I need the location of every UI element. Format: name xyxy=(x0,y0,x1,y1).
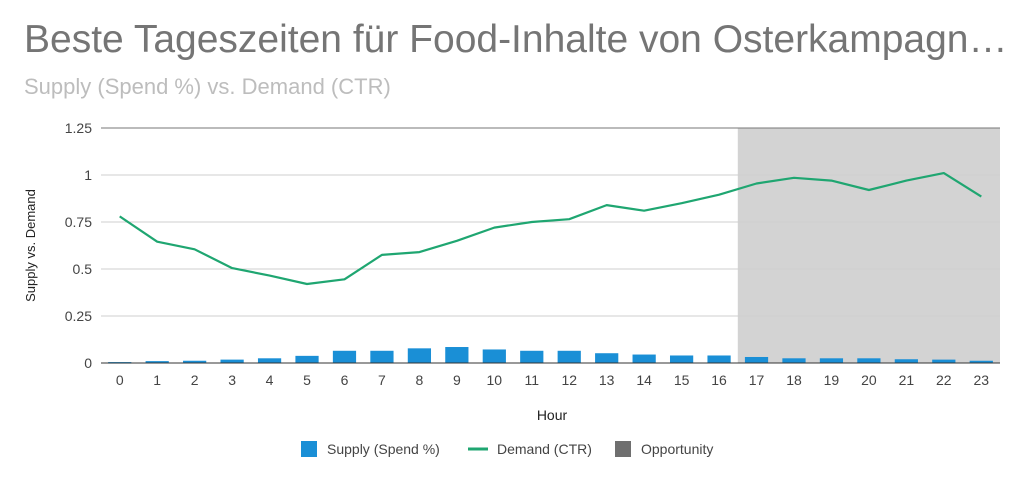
bar-supply xyxy=(220,359,244,363)
x-tick-label: 5 xyxy=(303,372,311,388)
bar-supply xyxy=(744,356,769,363)
y-tick-label: 0.5 xyxy=(73,261,93,277)
bar-supply xyxy=(969,360,993,363)
y-tick-label: 0.75 xyxy=(65,214,92,230)
x-tick-label: 10 xyxy=(487,372,503,388)
x-tick-label: 15 xyxy=(674,372,690,388)
bar-supply xyxy=(857,358,881,363)
y-axis-title: Supply vs. Demand xyxy=(23,189,38,302)
x-tick-label: 9 xyxy=(453,372,461,388)
x-tick-label: 14 xyxy=(636,372,652,388)
x-tick-label: 23 xyxy=(973,372,989,388)
y-tick-label: 1 xyxy=(84,167,92,183)
bar-supply xyxy=(707,355,731,363)
bar-supply xyxy=(370,350,394,363)
x-tick-label: 12 xyxy=(561,372,577,388)
x-tick-label: 6 xyxy=(341,372,349,388)
legend-demand-label: Demand (CTR) xyxy=(497,441,592,457)
bar-supply xyxy=(445,347,469,363)
x-axis-title: Hour xyxy=(537,407,568,423)
x-tick-label: 1 xyxy=(153,372,161,388)
x-tick-label: 0 xyxy=(116,372,124,388)
x-tick-label: 13 xyxy=(599,372,615,388)
bar-supply xyxy=(295,355,319,363)
bar-supply xyxy=(669,355,694,363)
x-tick-label: 19 xyxy=(824,372,840,388)
chart-subtitle: Supply (Spend %) vs. Demand (CTR) xyxy=(24,74,391,99)
bar-supply xyxy=(894,359,918,363)
legend-opportunity-label: Opportunity xyxy=(641,441,713,457)
x-tick-label: 21 xyxy=(899,372,915,388)
bar-supply xyxy=(482,349,506,363)
opportunity-region xyxy=(737,128,1000,363)
bar-supply xyxy=(145,361,169,363)
x-tick-label: 3 xyxy=(228,372,236,388)
bar-supply xyxy=(595,353,619,363)
x-tick-label: 16 xyxy=(711,372,727,388)
legend-supply-label: Supply (Spend %) xyxy=(327,441,440,457)
bar-supply xyxy=(407,348,432,363)
bar-supply xyxy=(520,350,544,363)
bar-supply xyxy=(819,358,844,363)
line-demand xyxy=(119,172,982,286)
x-tick-label: 18 xyxy=(786,372,802,388)
legend-supply-swatch xyxy=(301,441,317,457)
x-tick-label: 2 xyxy=(191,372,199,388)
x-tick-label: 22 xyxy=(936,372,952,388)
bar-supply xyxy=(632,354,656,363)
bar-supply xyxy=(782,358,806,363)
y-tick-label: 1.25 xyxy=(65,120,92,136)
chart-title: Beste Tageszeiten für Food-Inhalte von O… xyxy=(24,18,1008,61)
x-tick-label: 8 xyxy=(415,372,423,388)
bar-supply xyxy=(257,358,282,363)
x-tick-label: 20 xyxy=(861,372,877,388)
x-tick-label: 7 xyxy=(378,372,386,388)
y-tick-label: 0.25 xyxy=(65,308,92,324)
bar-supply xyxy=(332,350,357,363)
y-tick-label: 0 xyxy=(84,355,92,371)
x-tick-label: 11 xyxy=(524,372,539,388)
legend-opportunity-swatch xyxy=(615,441,631,457)
x-tick-label: 4 xyxy=(266,372,274,388)
bar-supply xyxy=(932,359,956,363)
bar-supply xyxy=(183,360,207,363)
bar-supply xyxy=(557,350,581,363)
x-tick-label: 17 xyxy=(749,372,765,388)
